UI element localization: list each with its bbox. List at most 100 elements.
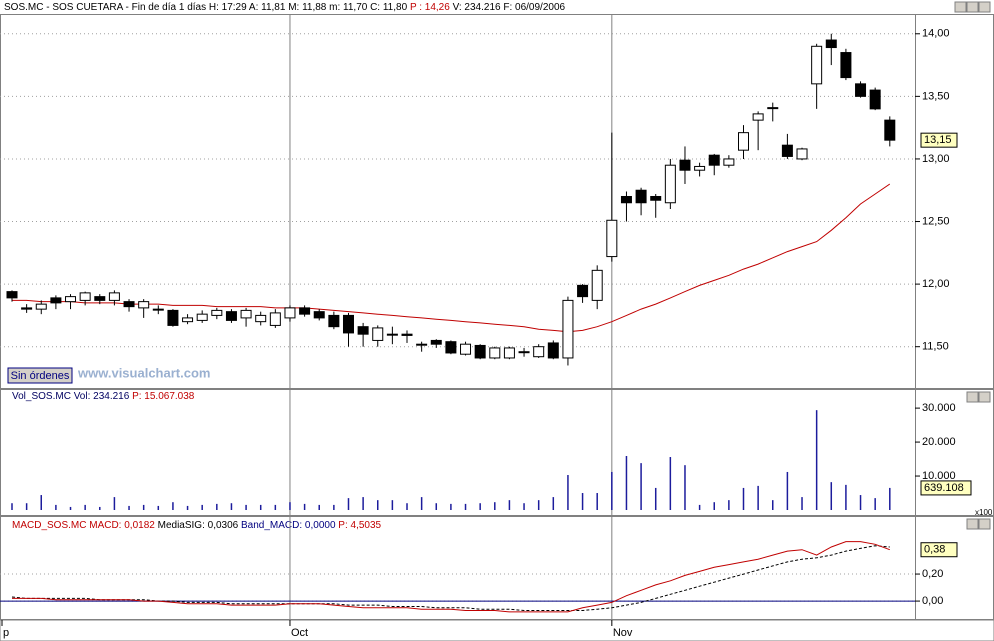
- candle-body: [284, 307, 296, 319]
- candle-body: [752, 113, 764, 121]
- candle-body: [518, 351, 530, 354]
- x-axis-band: [0, 619, 994, 641]
- candle-body: [240, 309, 252, 319]
- candle-body: [35, 303, 47, 310]
- maximize-button[interactable]: [966, 518, 979, 530]
- volume-scale-label: x100: [975, 508, 993, 517]
- moving-average-line: [12, 183, 891, 333]
- candle-body: [708, 154, 720, 166]
- candle-body: [416, 343, 428, 346]
- window-buttons: [954, 1, 991, 530]
- header-p: P : 14,26: [410, 2, 450, 13]
- macd-header: MACD_SOS.MC MACD: 0,0182 MediaSIG: 0,030…: [12, 520, 382, 531]
- y-tick-label: 20.000: [922, 436, 956, 448]
- candle-body: [855, 83, 867, 97]
- candle-body: [152, 308, 164, 311]
- last-price-label: 13,15: [924, 134, 952, 146]
- candle-body: [299, 307, 311, 315]
- y-tick-label: 13,50: [922, 90, 950, 102]
- candle-body: [21, 307, 33, 310]
- close-button[interactable]: [978, 1, 991, 13]
- macd-last-label-box: [920, 542, 958, 558]
- candle-body: [679, 159, 691, 171]
- candle-body: [474, 344, 486, 359]
- orders-button-label: Sin órdenes: [11, 370, 70, 382]
- candle-body: [503, 347, 515, 359]
- candle-body: [489, 347, 501, 359]
- candle-body: [445, 341, 457, 354]
- candle-body: [65, 296, 77, 303]
- candle-body: [781, 144, 793, 157]
- candle-body: [840, 52, 852, 79]
- y-tick-label: 0,20: [922, 568, 943, 580]
- candle-body: [182, 317, 194, 323]
- candle-body: [694, 165, 706, 171]
- maximize-button[interactable]: [966, 1, 979, 13]
- y-tick-label: 14,00: [922, 28, 950, 40]
- candle-body: [357, 326, 369, 335]
- candle-body: [533, 346, 545, 358]
- orders-button[interactable]: [7, 367, 73, 384]
- candle-body: [372, 327, 384, 341]
- maximize-button[interactable]: [966, 391, 979, 403]
- volume-flag-box: [920, 480, 972, 496]
- candle-body: [196, 313, 208, 321]
- candle-body: [635, 189, 647, 204]
- candle-body: [167, 309, 179, 326]
- header-text: MACD: 0,0182: [89, 520, 155, 531]
- candle-body: [825, 39, 837, 49]
- header-p: P: 4,5035: [338, 520, 381, 531]
- header-p: P: 15.067.038: [132, 391, 195, 402]
- minimize-button[interactable]: [954, 1, 967, 13]
- header-text: SOS.MC - SOS CUETARA - Fin de día 1 días…: [4, 2, 408, 13]
- candle-body: [123, 301, 135, 308]
- candle-body: [562, 299, 574, 359]
- header-text: Band_MACD: 0,0000: [241, 520, 336, 531]
- candle-body: [255, 314, 267, 323]
- candle-body: [767, 107, 779, 110]
- header-text: Vol_SOS.MC Vol: 234.216: [12, 391, 130, 402]
- y-tick-label: 12,50: [922, 215, 950, 227]
- candle-body: [547, 342, 559, 359]
- candle-body: [869, 89, 881, 110]
- candle-body: [328, 314, 340, 328]
- close-button[interactable]: [978, 518, 991, 530]
- watermark: www.visualchart.com: [77, 365, 210, 380]
- x-tick-label: Oct: [291, 627, 308, 639]
- volume-flag-label: 639.108: [924, 482, 964, 494]
- header-text: MediaSIG: 0,0306: [158, 520, 239, 531]
- candle-body: [606, 219, 618, 258]
- candle-body: [664, 164, 676, 204]
- candle-body: [211, 309, 223, 316]
- y-tick-label: 0,00: [922, 595, 943, 607]
- candle-body: [6, 291, 18, 299]
- header-text: MACD_SOS.MC: [12, 520, 86, 531]
- y-tick-label: 12,00: [922, 278, 950, 290]
- volume-header: Vol_SOS.MC Vol: 234.216 P: 15.067.038: [12, 391, 195, 402]
- x-tick-label: Nov: [613, 627, 633, 639]
- last-price-label-box: [920, 132, 958, 148]
- macd-line: [12, 541, 890, 613]
- y-tick-label: 11,50: [922, 341, 949, 353]
- candle-body: [313, 311, 325, 319]
- candle-body: [738, 132, 749, 151]
- price-header: SOS.MC - SOS CUETARA - Fin de día 1 días…: [4, 2, 566, 13]
- candle-body: [460, 343, 472, 355]
- candle-body: [811, 45, 823, 85]
- candle-body: [108, 292, 120, 301]
- candle-body: [430, 339, 442, 345]
- candle-body: [138, 301, 150, 309]
- candle-body: [650, 195, 662, 201]
- candle-body: [342, 314, 354, 334]
- candle-body: [225, 311, 237, 321]
- candle-body: [723, 158, 735, 166]
- y-tick-label: 10.000: [922, 470, 956, 482]
- candle-body: [401, 333, 413, 336]
- candle-body: [796, 148, 808, 160]
- candle-body: [577, 284, 589, 298]
- y-tick-label: 13,00: [922, 153, 950, 165]
- close-button[interactable]: [978, 391, 991, 403]
- candle-body: [94, 296, 106, 301]
- macd-last-label: 0,38: [924, 544, 945, 556]
